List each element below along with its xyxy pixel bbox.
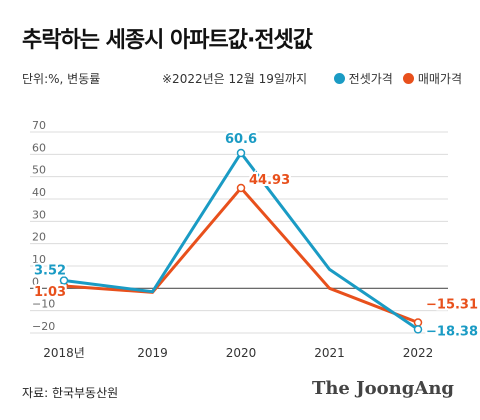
- data-point-sale: [413, 318, 423, 327]
- data-label-sale: 1.03: [34, 285, 66, 300]
- y-tick-label: 40: [32, 186, 46, 199]
- y-tick-label: 60: [32, 141, 46, 154]
- x-tick-label: 2018년: [43, 346, 85, 360]
- data-label-sale: 44.93: [249, 173, 290, 188]
- data-point-jeonse: [413, 325, 423, 334]
- data-point-sale: [236, 183, 246, 193]
- legend-item-sale: 매매가격: [402, 70, 462, 87]
- data-label-halo: 1.03: [34, 285, 66, 300]
- data-label-jeonse: −18.38: [426, 324, 478, 339]
- y-tick-label: 20: [32, 231, 46, 244]
- legend-item-jeonse: 전셋가격: [333, 70, 393, 87]
- data-label-sale: −15.31: [426, 298, 478, 313]
- legend: 전셋가격 매매가격: [333, 70, 462, 87]
- x-tick-label: 2022: [403, 346, 434, 360]
- unit-note: 단위:%, 변동률: [22, 72, 101, 86]
- legend-swatch-sale: [402, 73, 414, 84]
- legend-label-jeonse: 전셋가격: [348, 72, 393, 86]
- y-tick-label: 70: [32, 119, 46, 132]
- data-label-jeonse: 3.52: [34, 263, 66, 278]
- y-tick-label: −10: [32, 298, 55, 311]
- legend-label-sale: 매매가격: [417, 72, 462, 86]
- brand-logo: The JoongAng: [311, 378, 454, 399]
- data-label-halo: −18.38: [426, 324, 478, 339]
- data-label-halo: 44.93: [249, 173, 290, 188]
- y-tick-label: 50: [32, 164, 46, 177]
- source-note: 자료: 한국부동산원: [22, 386, 119, 400]
- x-tick-label: 2019: [137, 346, 168, 360]
- x-tick-label: 2020: [226, 346, 257, 360]
- legend-swatch-jeonse: [333, 73, 345, 84]
- series-line-sale: [63, 185, 419, 324]
- data-label-halo: 3.52: [34, 263, 66, 278]
- y-tick-label: 0: [32, 275, 39, 288]
- as-of-note: ※2022년은 12월 19일까지: [162, 72, 308, 86]
- y-tick-label: 30: [32, 208, 46, 221]
- data-label-halo: 60.6: [225, 132, 257, 147]
- data-label-halo: −15.31: [426, 298, 478, 313]
- data-label-jeonse: 60.6: [225, 132, 257, 147]
- y-tick-label: 10: [32, 253, 46, 266]
- chart-title: 추락하는 세종시 아파트값·전셋값: [22, 28, 313, 53]
- data-point-jeonse: [59, 276, 69, 285]
- y-tick-label: −20: [32, 320, 55, 333]
- data-point-jeonse: [236, 148, 246, 158]
- x-tick-label: 2021: [314, 346, 345, 360]
